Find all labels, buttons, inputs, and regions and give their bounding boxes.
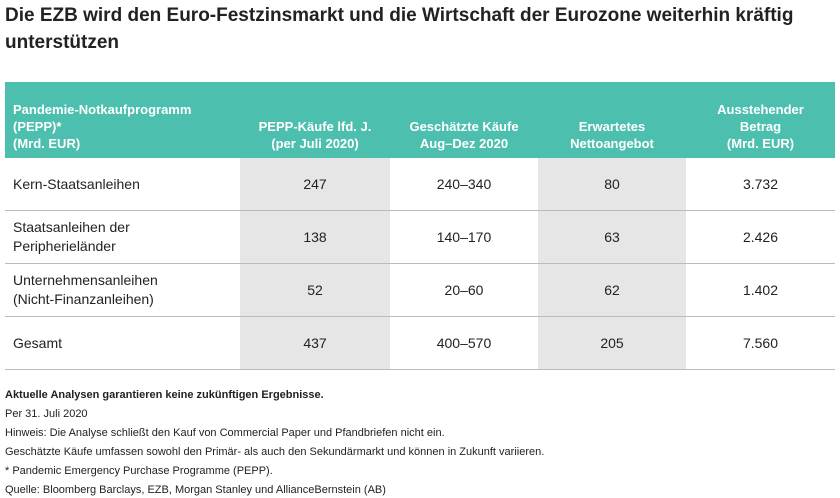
note-line: Geschätzte Käufe umfassen sowohl den Pri… bbox=[5, 446, 545, 458]
table-cell: 7.560 bbox=[686, 316, 835, 370]
column-header: Ausstehender Betrag (Mrd. EUR) bbox=[686, 82, 835, 158]
table-cell: 140–170 bbox=[390, 210, 538, 264]
table-cell: 1.402 bbox=[686, 263, 835, 317]
table-cell: 240–340 bbox=[390, 158, 538, 211]
table-cell: 437 bbox=[240, 316, 390, 370]
row-label: Kern-Staatsanleihen bbox=[5, 158, 240, 211]
table-cell: 52 bbox=[240, 263, 390, 317]
note-line: Hinweis: Die Analyse schließt den Kauf v… bbox=[5, 427, 445, 439]
table-cell: 80 bbox=[538, 158, 686, 211]
table-row: Kern-Staatsanleihen 247 240–340 80 3.732 bbox=[5, 158, 835, 211]
note-line: Per 31. Juli 2020 bbox=[5, 408, 88, 420]
row-label: Staatsanleihen der Peripherieländer bbox=[5, 210, 240, 264]
table-row: Gesamt 437 400–570 205 7.560 bbox=[5, 316, 835, 370]
table: Pandemie-Notkaufprogramm (PEPP)* (Mrd. E… bbox=[5, 82, 835, 370]
table-cell: 3.732 bbox=[686, 158, 835, 211]
row-label: Unternehmensanleihen (Nicht-Finanzanleih… bbox=[5, 263, 240, 317]
column-header: Erwartetes Nettoangebot bbox=[538, 82, 686, 158]
header-row: Pandemie-Notkaufprogramm (PEPP)* (Mrd. E… bbox=[5, 82, 835, 158]
table-cell: 247 bbox=[240, 158, 390, 211]
title: Die EZB wird den Euro-Festzinsmarkt und … bbox=[5, 5, 794, 53]
table-row: Staatsanleihen der Peripherieländer 138 14… bbox=[5, 210, 835, 264]
table-cell: 63 bbox=[538, 210, 686, 264]
row-label: Gesamt bbox=[5, 316, 240, 370]
table-cell: 20–60 bbox=[390, 263, 538, 317]
column-header: Geschätzte Käufe Aug–Dez 2020 bbox=[390, 82, 538, 158]
table-cell: 62 bbox=[538, 263, 686, 317]
notes: Aktuelle Analysen garantieren keine zukü… bbox=[5, 386, 544, 498]
table-body: Kern-Staatsanleihen 247 240–340 80 3.732 Staa… bbox=[5, 158, 835, 370]
table-cell: 2.426 bbox=[686, 210, 835, 264]
table-row: Unternehmensanleihen (Nicht-Finanzanleih… bbox=[5, 263, 835, 317]
column-header: PEPP-Käufe lfd. J. (per Juli 2020) bbox=[240, 82, 390, 158]
note-line: Quelle: Bloomberg Barclays, EZB, Morgan … bbox=[5, 484, 386, 496]
column-header: Pandemie-Notkaufprogramm (PEPP)* (Mrd. E… bbox=[5, 82, 240, 158]
table-cell: 400–570 bbox=[390, 316, 538, 370]
table-cell: 138 bbox=[240, 210, 390, 264]
table-cell: 205 bbox=[538, 316, 686, 370]
disclaimer: Aktuelle Analysen garantieren keine zukü… bbox=[5, 389, 324, 401]
note-line: * Pandemic Emergency Purchase Programme … bbox=[5, 465, 273, 477]
